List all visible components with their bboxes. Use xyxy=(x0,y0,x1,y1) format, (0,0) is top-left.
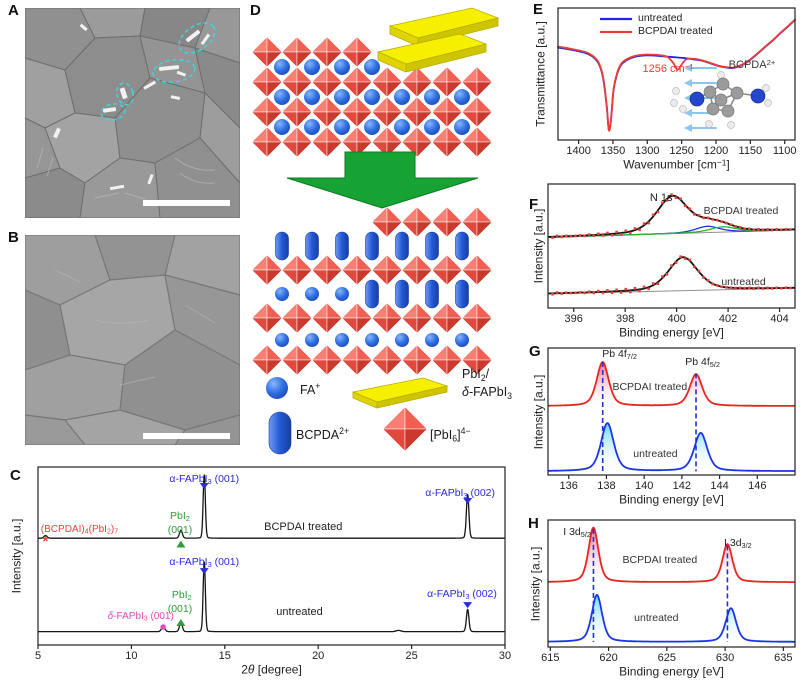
pbi2-plates xyxy=(376,7,500,73)
panel-label-f: F xyxy=(529,196,539,213)
sem-image-a xyxy=(25,8,240,218)
panel-label-b: B xyxy=(8,229,19,246)
grains xyxy=(25,235,240,445)
lattice-before xyxy=(251,36,493,158)
legend-label-pbi2-line2: δ-FAPbI3 xyxy=(462,384,513,401)
carbon-atoms xyxy=(703,77,744,118)
lattice-after xyxy=(251,206,493,376)
bright-rod-features xyxy=(53,23,211,191)
panel-label-h: H xyxy=(528,515,539,532)
scale-bar xyxy=(143,433,230,439)
legend-label-pbi2-line1: PbI2/ xyxy=(462,367,490,383)
chart-e xyxy=(557,7,796,144)
grains xyxy=(25,8,240,218)
grain-texture xyxy=(54,269,216,386)
grain-texture xyxy=(36,147,216,200)
sem-image-b xyxy=(25,235,240,445)
hydrogen-atoms xyxy=(670,71,772,129)
panel-label-e: E xyxy=(533,1,544,18)
legend-label-bcpda: BCPDA2+ xyxy=(296,426,350,442)
chart-h xyxy=(547,519,796,651)
schematic-diagram xyxy=(251,7,500,455)
legend-label-pbi6: [PbI6]4− xyxy=(430,426,471,444)
vibration-arrows xyxy=(684,64,717,132)
panel-label-c: C xyxy=(10,467,21,484)
bcpda-molecule xyxy=(670,64,772,132)
panel-label-g: G xyxy=(529,343,541,360)
chart-f xyxy=(547,183,796,312)
scale-bar xyxy=(143,200,230,206)
panel-label-a: A xyxy=(8,2,19,19)
legend-icons xyxy=(266,377,449,455)
process-arrow xyxy=(286,151,479,209)
legend-label-fa: FA+ xyxy=(300,381,321,397)
nitrogen-atoms xyxy=(689,88,766,107)
svg-text:*: * xyxy=(43,533,49,550)
chart-g xyxy=(547,347,796,479)
panel-label-d: D xyxy=(250,2,261,19)
plate-legend-icon xyxy=(351,377,449,409)
legend-label-pbi2: PbI2/ δ-FAPbI3 xyxy=(462,367,512,403)
chart-c: * xyxy=(37,466,506,649)
